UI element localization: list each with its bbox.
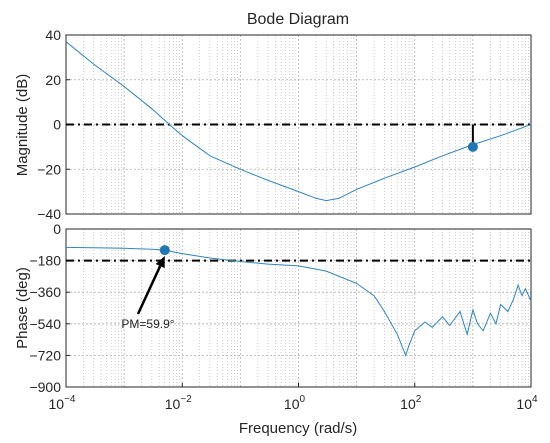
x-tick-label: 10−4 — [49, 394, 76, 412]
chart-title: Bode Diagram — [247, 11, 349, 28]
x-tick-label: 100 — [284, 394, 306, 412]
magnitude-panel: 40 20 0 −20 −40 Magnitude (dB) — [14, 27, 532, 222]
y-tick-label: −180 — [29, 253, 61, 269]
magnitude-grid — [65, 34, 532, 215]
magnitude-y-ticks: 40 20 0 −20 −40 — [37, 27, 70, 222]
y-tick-label: −720 — [29, 347, 61, 363]
phase-y-ticks: 0 −180 −360 −540 −720 −900 — [29, 221, 70, 395]
y-tick-label: −20 — [37, 161, 61, 177]
y-tick-label: 0 — [53, 221, 61, 237]
phase-margin-label: PM=59.9° — [121, 317, 174, 331]
x-axis-ticks: 10−4 10−2 100 102 104 — [49, 383, 538, 412]
phase-grid — [65, 228, 532, 388]
phase-margin-arrowhead — [155, 256, 165, 269]
y-tick-label: −540 — [29, 316, 61, 332]
x-tick-label: 102 — [400, 394, 422, 412]
y-tick-label: −40 — [37, 206, 61, 222]
y-tick-label: 40 — [45, 27, 61, 43]
phase-series-line — [65, 246, 532, 357]
y-tick-label: −360 — [29, 284, 61, 300]
y-tick-label: 0 — [53, 117, 61, 133]
phase-margin-arrow — [136, 265, 162, 315]
x-axis-label: Frequency (rad/s) — [239, 420, 357, 437]
phase-ylabel: Phase (deg) — [14, 267, 31, 349]
x-tick-label: 10−2 — [165, 394, 192, 412]
phase-panel: 0 −180 −360 −540 −720 −900 Phase (deg) PM=59.… — [14, 221, 538, 412]
phase-plot-area — [65, 228, 532, 388]
y-tick-label: 20 — [45, 72, 61, 88]
magnitude-ylabel: Magnitude (dB) — [14, 74, 31, 177]
x-tick-label: 104 — [516, 394, 538, 412]
gain-margin-marker — [467, 141, 478, 152]
magnitude-series-line — [65, 41, 532, 202]
y-tick-label: −900 — [29, 379, 61, 395]
phase-margin-marker — [159, 245, 170, 256]
